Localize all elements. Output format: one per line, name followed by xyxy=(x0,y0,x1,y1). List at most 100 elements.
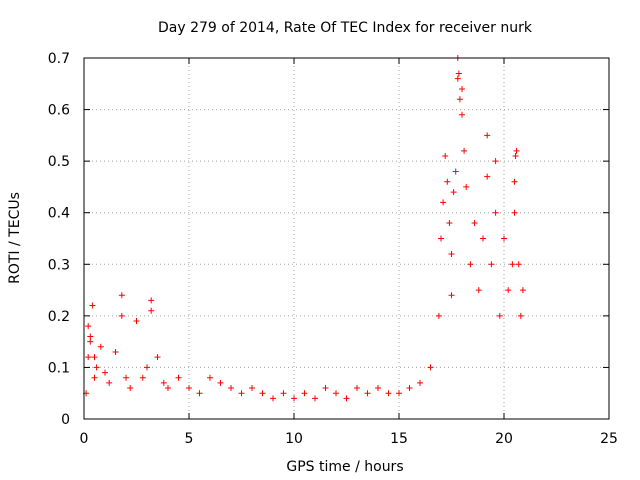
data-point xyxy=(511,178,518,185)
data-point xyxy=(123,374,129,381)
data-point xyxy=(154,354,161,361)
data-point xyxy=(519,287,526,294)
data-point xyxy=(106,379,113,386)
x-tick-label: 20 xyxy=(495,431,513,447)
data-point xyxy=(450,189,457,196)
data-point xyxy=(270,395,276,402)
data-point xyxy=(454,75,461,82)
data-point xyxy=(112,348,119,355)
data-point xyxy=(133,318,140,325)
data-point xyxy=(496,312,503,319)
data-point xyxy=(139,374,146,381)
data-point xyxy=(207,374,213,381)
data-point xyxy=(438,235,444,242)
data-point xyxy=(512,152,519,159)
y-axis-title: ROTI / TECUs xyxy=(7,192,23,284)
data-point xyxy=(148,307,155,314)
data-point xyxy=(406,385,413,392)
x-tick-label: 25 xyxy=(600,431,618,447)
data-point xyxy=(343,395,350,402)
data-point xyxy=(517,312,524,319)
data-point xyxy=(442,152,449,159)
data-point xyxy=(511,209,518,216)
y-tick-label: 0.7 xyxy=(48,51,70,67)
data-point xyxy=(144,364,150,371)
data-point xyxy=(85,354,92,361)
data-point xyxy=(87,333,94,340)
x-tick-label: 0 xyxy=(80,431,89,447)
data-point xyxy=(148,297,155,304)
data-point xyxy=(102,369,108,376)
data-point xyxy=(513,147,520,154)
data-point xyxy=(160,379,167,386)
data-point xyxy=(488,261,495,268)
data-point xyxy=(484,173,491,180)
data-point xyxy=(280,390,287,397)
data-point xyxy=(333,390,339,397)
data-point xyxy=(501,235,507,242)
data-point xyxy=(165,385,171,392)
data-point xyxy=(217,379,224,386)
data-point xyxy=(301,390,308,397)
y-tick-label: 0.6 xyxy=(48,103,70,119)
data-point xyxy=(322,385,329,392)
data-point xyxy=(196,390,203,397)
data-point xyxy=(97,343,104,350)
data-point xyxy=(228,385,234,392)
data-point xyxy=(480,235,486,242)
data-point xyxy=(118,292,125,299)
data-point xyxy=(435,312,442,319)
data-point xyxy=(484,132,491,139)
data-point xyxy=(291,395,297,402)
chart-title: Day 279 of 2014, Rate Of TEC Index for r… xyxy=(158,20,533,36)
data-point xyxy=(87,338,94,345)
x-tick-label: 15 xyxy=(390,431,408,447)
data-point xyxy=(467,261,474,268)
data-points xyxy=(83,55,526,402)
y-tick-label: 0.3 xyxy=(48,257,70,273)
plot-frame xyxy=(83,57,610,420)
data-point xyxy=(354,385,360,392)
data-point xyxy=(364,390,371,397)
data-point xyxy=(175,374,182,381)
tick-labels: 0 5 10 15 20 25 0 0.1 0.2 0.3 0.4 0.5 0.6 0.7 xyxy=(48,51,618,447)
data-point xyxy=(459,111,465,118)
y-tick-label: 0 xyxy=(61,412,70,428)
data-point xyxy=(492,158,499,165)
data-point xyxy=(91,354,98,361)
data-point xyxy=(459,85,465,92)
data-point xyxy=(456,96,463,103)
x-tick-label: 10 xyxy=(285,431,303,447)
data-point xyxy=(440,199,447,206)
data-point xyxy=(375,385,381,392)
x-axis-title: GPS time / hours xyxy=(286,459,403,475)
data-point xyxy=(446,220,453,227)
data-point xyxy=(455,70,462,77)
data-point xyxy=(448,292,455,299)
data-point xyxy=(249,385,255,392)
data-point xyxy=(385,390,392,397)
data-point xyxy=(417,379,423,386)
y-tick-label: 0.2 xyxy=(48,309,70,325)
y-tick-label: 0.1 xyxy=(48,360,70,376)
data-point xyxy=(85,323,92,330)
data-point xyxy=(127,385,134,392)
data-point xyxy=(93,364,100,371)
data-point xyxy=(259,390,266,397)
y-tick-label: 0.5 xyxy=(48,154,70,170)
data-point xyxy=(89,302,96,309)
data-point xyxy=(312,395,318,402)
data-point xyxy=(448,250,455,257)
data-point xyxy=(471,220,478,227)
data-point xyxy=(444,178,451,185)
data-point xyxy=(396,390,402,397)
y-tick-label: 0.4 xyxy=(48,206,70,222)
data-point xyxy=(186,385,192,392)
data-point xyxy=(509,261,516,268)
data-point xyxy=(463,183,470,190)
data-point xyxy=(118,312,125,319)
data-point xyxy=(505,287,512,294)
data-point xyxy=(475,287,482,294)
data-point xyxy=(515,261,522,268)
